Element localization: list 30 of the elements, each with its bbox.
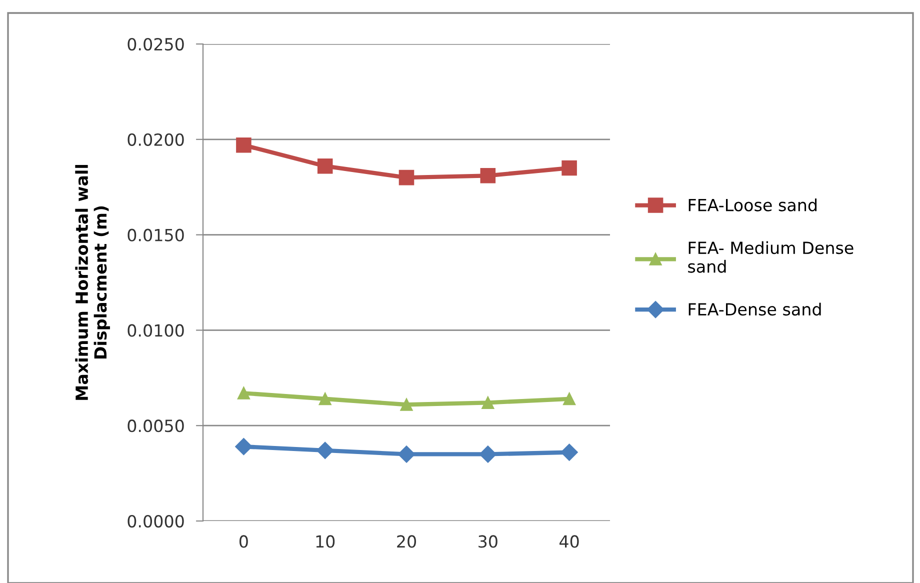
x-tick-label: 10 [316,535,335,548]
point [480,168,496,184]
y-tick-label: 0.0050 [128,420,184,432]
point [563,392,576,406]
y-tick-label: 0.0150 [128,228,184,242]
point [562,160,577,176]
point [482,396,494,409]
x-tick-label: 30 [478,535,498,548]
point [235,438,252,456]
point [318,392,332,406]
point [316,442,334,459]
y-tick-label: 0.0250 [128,38,184,51]
point [398,170,414,186]
y-tick-label: 0.0100 [128,324,184,337]
y-tick-label: 0.0200 [128,133,184,146]
legend-label: FEA- Medium Dense sand [688,241,854,273]
point [398,446,416,463]
legend-label: FEA-Dense sand [688,302,821,316]
point [400,398,413,411]
y-axis-title: Maximum Horizontal wall Displacment (m) [75,164,110,400]
x-tick-label: 40 [560,535,579,548]
y-tick-label: 0.0000 [128,514,184,528]
point [479,446,496,463]
x-tick-label: 20 [397,535,416,548]
legend-label: FEA-Loose sand [688,198,817,212]
point [237,386,250,400]
x-tick-label: 0 [239,535,248,548]
point [317,158,333,174]
point [560,444,578,461]
point [236,137,252,153]
